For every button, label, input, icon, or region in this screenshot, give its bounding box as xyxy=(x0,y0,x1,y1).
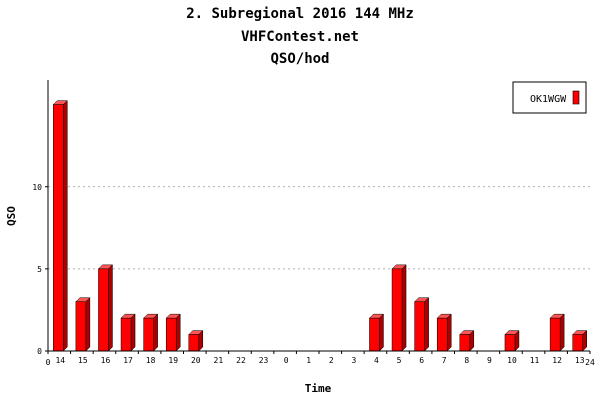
bar-front xyxy=(414,301,425,352)
x-tick-label: 4 xyxy=(374,356,379,365)
bar-14 xyxy=(52,100,68,352)
x-tick-label: 15 xyxy=(78,356,88,365)
bar-front xyxy=(369,317,380,352)
bar-front xyxy=(98,268,109,352)
bar-10 xyxy=(504,329,520,352)
bar-front xyxy=(165,317,177,352)
x-tick-label: 11 xyxy=(530,356,540,365)
chart-title-line-1: 2. Subregional 2016 144 MHz xyxy=(186,6,414,22)
x-tick-label: 14 xyxy=(55,356,65,365)
x-tick-label: 10 xyxy=(507,356,517,365)
bar-side xyxy=(379,313,384,352)
bar-front xyxy=(188,334,200,352)
bar-front xyxy=(120,317,132,352)
bar-side xyxy=(446,313,452,352)
bar-15 xyxy=(75,297,91,352)
bar-front xyxy=(549,317,561,352)
bar-8 xyxy=(459,329,475,352)
x-tick-label: 21 xyxy=(214,356,224,365)
x-tick-label: 12 xyxy=(552,356,562,365)
bar-front xyxy=(504,334,516,352)
x-tick-label: 0 xyxy=(284,356,289,365)
x-tick-label: 5 xyxy=(397,356,402,365)
bar-front xyxy=(572,334,583,352)
x-tick-label: 9 xyxy=(487,356,492,365)
x-tick-label: 6 xyxy=(419,356,424,365)
bar-side xyxy=(424,297,429,352)
axes xyxy=(47,80,590,352)
bar-side xyxy=(153,313,158,352)
x-tick-label: 23 xyxy=(259,356,269,365)
bar-7 xyxy=(436,313,452,352)
bar-side xyxy=(514,329,520,352)
legend-label-ok1wgw: OK1WGW xyxy=(530,94,567,105)
bar-12 xyxy=(549,313,565,352)
bar-side xyxy=(130,313,136,352)
y-axis-title: QSO xyxy=(5,206,18,226)
bar-side xyxy=(198,329,204,352)
x-tick-label: 22 xyxy=(236,356,246,365)
x-tick-label: 19 xyxy=(168,356,178,365)
bar-series xyxy=(52,100,588,352)
x-tick-label: 20 xyxy=(191,356,201,365)
bar-side xyxy=(63,100,68,352)
bar-17 xyxy=(120,313,136,352)
bar-front xyxy=(391,268,403,352)
bar-4 xyxy=(368,313,385,352)
chart-title-line-2: VHFContest.net xyxy=(241,29,359,45)
x-tick-label: 1 xyxy=(306,356,311,365)
x-tick-label: 13 xyxy=(575,356,585,365)
y-tick-label: 0 xyxy=(37,347,42,356)
x-axis-title: Time xyxy=(305,382,332,395)
x-tick-label: 7 xyxy=(442,356,447,365)
bar-front xyxy=(53,104,64,352)
bar-side xyxy=(582,329,587,352)
bar-front xyxy=(459,334,471,352)
x-axis-end-label: 24 xyxy=(585,358,595,367)
x-tick-label: 18 xyxy=(146,356,156,365)
bar-13 xyxy=(572,329,588,352)
bar-5 xyxy=(391,264,407,352)
bar-front xyxy=(436,317,448,352)
bar-side xyxy=(85,297,91,352)
bar-side xyxy=(401,264,407,352)
bar-front xyxy=(75,301,87,352)
y-tick-label: 5 xyxy=(37,265,42,274)
y-tick-label: 10 xyxy=(32,183,42,192)
x-tick-label: 17 xyxy=(123,356,133,365)
x-tick-label: 8 xyxy=(464,356,469,365)
chart-title-line-3: QSO/hod xyxy=(270,51,329,67)
bar-19 xyxy=(165,313,181,352)
x-axis-start-label: 0 xyxy=(46,358,51,367)
legend-swatch-ok1wgw xyxy=(572,90,580,105)
legend: OK1WGW xyxy=(512,81,587,114)
bar-side xyxy=(175,313,181,352)
bar-side xyxy=(108,264,113,352)
bar-16 xyxy=(97,264,114,352)
bar-side xyxy=(469,329,475,352)
x-tick-label: 3 xyxy=(351,356,356,365)
bar-front xyxy=(143,317,154,352)
bar-20 xyxy=(188,329,204,352)
x-tick-label: 2 xyxy=(329,356,334,365)
grid-lines xyxy=(48,186,590,270)
x-tick-label: 16 xyxy=(101,356,111,365)
bar-side xyxy=(559,313,565,352)
bar-6 xyxy=(414,297,430,352)
bar-18 xyxy=(143,313,159,352)
